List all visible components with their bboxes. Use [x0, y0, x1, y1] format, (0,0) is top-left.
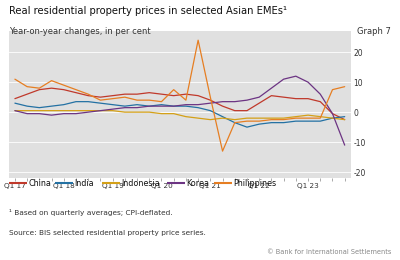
Text: Q1 22: Q1 22 — [248, 183, 270, 188]
Text: China: China — [28, 179, 51, 188]
Text: Indonesia: Indonesia — [121, 179, 160, 188]
Text: Real residential property prices in selected Asian EMEs¹: Real residential property prices in sele… — [9, 6, 287, 16]
Text: Q1 21: Q1 21 — [200, 183, 221, 188]
Text: Year-on-year changes, in per cent: Year-on-year changes, in per cent — [9, 27, 150, 36]
Text: Q1 19: Q1 19 — [102, 183, 124, 188]
Text: Q1 23: Q1 23 — [297, 183, 319, 188]
Text: India: India — [74, 179, 94, 188]
Text: Source: BIS selected residential property price series.: Source: BIS selected residential propert… — [9, 230, 206, 236]
Text: Q1 18: Q1 18 — [53, 183, 75, 188]
Text: Graph 7: Graph 7 — [357, 27, 391, 36]
Text: © Bank for International Settlements: © Bank for International Settlements — [267, 249, 391, 255]
Text: Q1 20: Q1 20 — [151, 183, 172, 188]
Text: Q1 17: Q1 17 — [4, 183, 26, 188]
Text: Korea: Korea — [186, 179, 210, 188]
Text: ¹ Based on quarterly averages; CPI-deflated.: ¹ Based on quarterly averages; CPI-defla… — [9, 209, 172, 216]
Text: Philippines: Philippines — [233, 179, 276, 188]
